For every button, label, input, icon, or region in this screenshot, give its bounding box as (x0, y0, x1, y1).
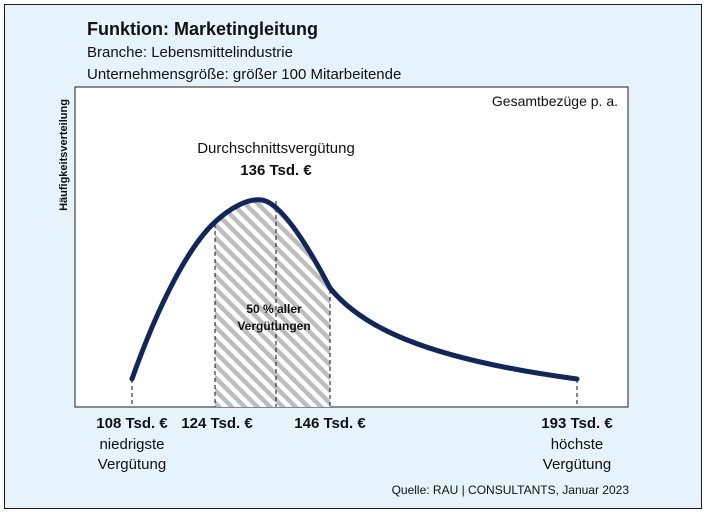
company-size-subtitle: Unternehmensgröße: größer 100 Mitarbeite… (87, 66, 402, 83)
average-label: Durchschnittsvergütung (197, 140, 355, 157)
x-tick-label: 146 Tsd. € (294, 415, 366, 432)
source-note: Quelle: RAU | CONSULTANTS, Januar 2023 (391, 483, 629, 497)
distribution-curve (129, 197, 580, 382)
x-tick-label: 108 Tsd. € (96, 415, 168, 432)
chart-title: Funktion: Marketingleitung (87, 19, 318, 39)
iqr-label-line2: Vergütungen (237, 319, 310, 333)
average-value: 136 Tsd. € (240, 162, 312, 179)
x-tick-sublabel: Vergütung (543, 456, 611, 473)
x-tick-label: 124 Tsd. € (181, 415, 253, 432)
x-tick-sublabel: höchste (551, 436, 604, 453)
x-tick-sublabel: Vergütung (98, 456, 166, 473)
interquartile-area (215, 199, 330, 407)
plot-area (74, 86, 629, 408)
iqr-label-line1: 50 % aller (246, 302, 302, 316)
y-axis-label: Häufigkeitsverteilung (58, 99, 70, 211)
x-tick-label: 193 Tsd. € (541, 415, 613, 432)
series-label: Gesamtbezüge p. a. (492, 93, 618, 109)
x-tick-labels: 108 Tsd. € niedrigste Vergütung 124 Tsd. € 1… (96, 415, 613, 473)
branche-subtitle: Branche: Lebensmittelindustrie (87, 44, 293, 61)
x-tick-sublabel: niedrigste (99, 436, 164, 453)
